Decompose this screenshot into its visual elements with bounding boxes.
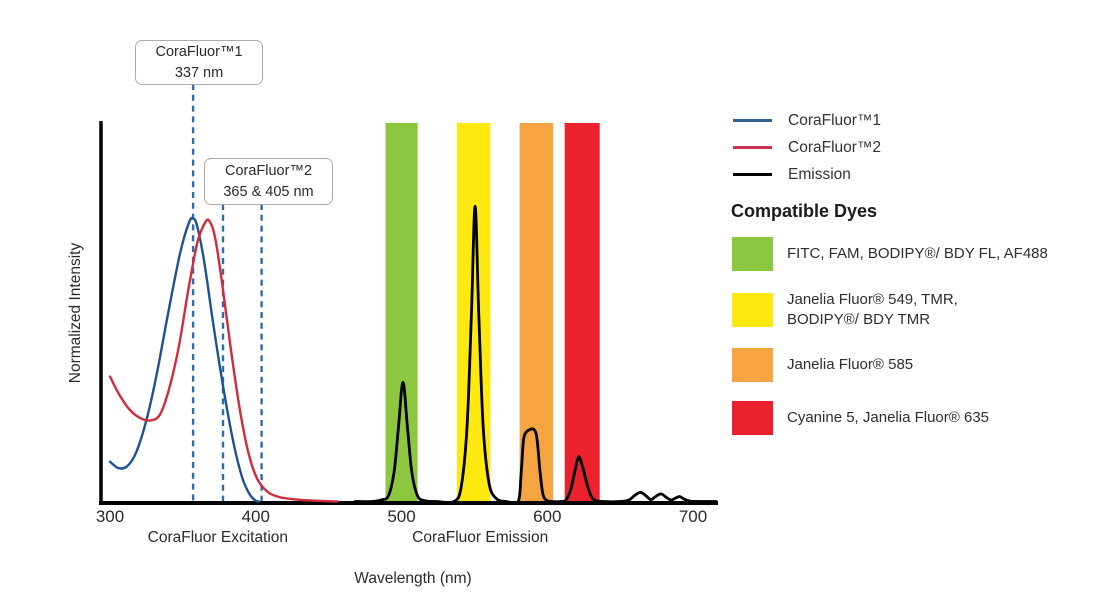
- x-axis-title: Wavelength (nm): [354, 570, 472, 587]
- excitation-wavelength-dash-lines: [191, 84, 263, 503]
- dye-row: Janelia Fluor® 585: [732, 348, 1097, 382]
- legend-label: CoraFluor™1: [788, 111, 882, 129]
- curve-corafluor-2: [108, 218, 339, 503]
- legend-line-swatch: [733, 173, 772, 176]
- legend-item-corafluor-1: CoraFluor™1: [733, 107, 881, 134]
- x-tick-600: 600: [533, 507, 562, 526]
- emission-filter-bands: [385, 123, 600, 505]
- dye-color-swatch: [732, 292, 773, 327]
- dye-label: FITC, FAM, BODIPY®/ BDY FL, AF488: [787, 245, 1048, 263]
- axis-group-label-corafluor-emission: CoraFluor Emission: [412, 529, 549, 546]
- callout-corafluor1: CoraFluor™1 337 nm: [135, 40, 263, 85]
- callout-corafluor2: CoraFluor™2 365 & 405 nm: [204, 158, 333, 205]
- legend-label: CoraFluor™2: [788, 138, 882, 156]
- callout-corafluor2-wavelength: 365 & 405 nm: [223, 183, 314, 200]
- legend-item-corafluor-2: CoraFluor™2: [733, 134, 881, 161]
- compatible-dyes-heading: Compatible Dyes: [731, 201, 878, 221]
- dye-row: FITC, FAM, BODIPY®/ BDY FL, AF488: [732, 237, 1097, 271]
- legend: CoraFluor™1 CoraFluor™2 Emission: [733, 107, 881, 188]
- curve-emission: [353, 204, 718, 505]
- dye-label: Cyanine 5, Janelia Fluor® 635: [787, 409, 990, 427]
- callout-corafluor1-title: CoraFluor™1: [155, 44, 243, 61]
- curve-corafluor-1: [108, 216, 260, 503]
- x-tick-500: 500: [387, 507, 416, 526]
- spectra-curves: [108, 204, 718, 505]
- band-green: [385, 123, 418, 505]
- axis-group-label-corafluor-excitation: CoraFluor Excitation: [147, 529, 289, 546]
- dye-row: Janelia Fluor® 549, TMR, BODIPY®/ BDY TM…: [732, 290, 1097, 329]
- band-orange: [519, 123, 554, 505]
- band-red: [564, 123, 600, 505]
- dye-row: Cyanine 5, Janelia Fluor® 635: [732, 401, 1097, 435]
- x-tick-700: 700: [678, 507, 708, 526]
- x-tick-300: 300: [95, 507, 125, 526]
- legend-label: Emission: [788, 165, 851, 183]
- dye-label: Janelia Fluor® 549, TMR, BODIPY®/ BDY TM…: [787, 291, 958, 328]
- x-tick-400: 400: [241, 507, 270, 526]
- legend-line-swatch: [733, 119, 772, 122]
- y-axis-label: Normalized Intensity: [67, 242, 84, 384]
- dye-color-swatch: [732, 237, 773, 271]
- dye-color-swatch: [732, 401, 773, 435]
- callout-corafluor1-wavelength: 337 nm: [174, 64, 224, 81]
- dye-color-swatch: [732, 348, 773, 382]
- legend-item-emission: Emission: [733, 161, 881, 188]
- dye-label: Janelia Fluor® 585: [787, 356, 914, 374]
- compatible-dyes-list: FITC, FAM, BODIPY®/ BDY FL, AF488 Janelia…: [732, 237, 1097, 454]
- legend-line-swatch: [733, 146, 772, 149]
- callout-corafluor2-title: CoraFluor™2: [224, 163, 313, 180]
